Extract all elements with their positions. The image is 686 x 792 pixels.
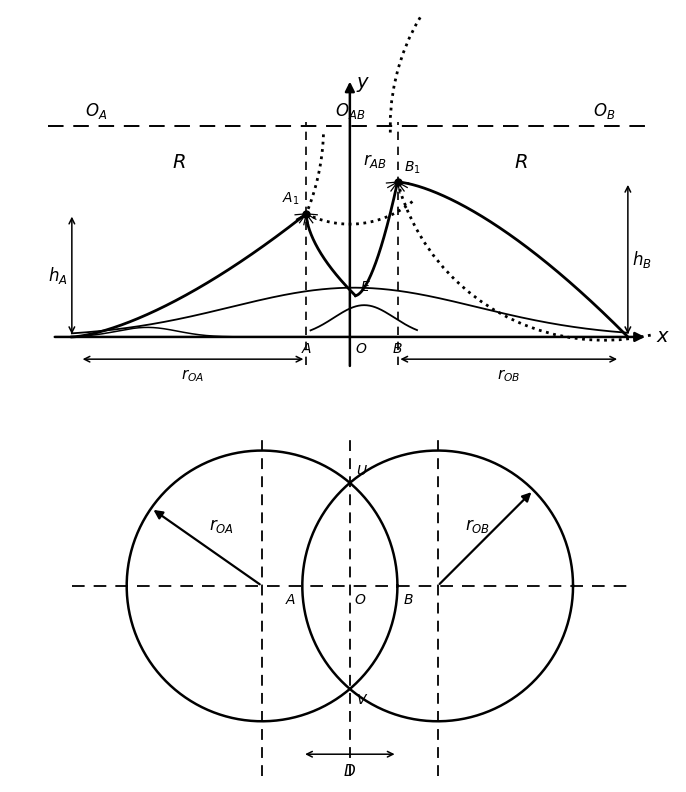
Text: $B$: $B$	[392, 341, 403, 356]
Text: $h_A$: $h_A$	[48, 265, 67, 286]
Text: $O$: $O$	[354, 593, 366, 607]
Text: $D$: $D$	[344, 763, 356, 779]
Text: $U$: $U$	[356, 464, 368, 478]
Text: $R$: $R$	[514, 153, 528, 172]
Text: $r_{OB}$: $r_{OB}$	[497, 367, 521, 384]
Text: $O$: $O$	[355, 341, 367, 356]
Text: $A$: $A$	[285, 593, 296, 607]
Text: $A$: $A$	[300, 341, 312, 356]
Text: $V$: $V$	[356, 693, 368, 707]
Text: $B_1$: $B_1$	[404, 159, 421, 176]
Text: $E$: $E$	[360, 280, 371, 294]
Text: $O_B$: $O_B$	[593, 101, 615, 121]
Text: $R$: $R$	[172, 153, 186, 172]
Text: $r_{OB}$: $r_{OB}$	[465, 517, 490, 535]
Text: $h_B$: $h_B$	[632, 249, 652, 270]
Text: $r_{OA}$: $r_{OA}$	[181, 367, 204, 384]
Text: $B$: $B$	[403, 593, 414, 607]
Text: $r_{AB}$: $r_{AB}$	[364, 151, 388, 169]
Text: $O_{AB}$: $O_{AB}$	[335, 101, 365, 121]
Text: $O_A$: $O_A$	[84, 101, 107, 121]
Text: $r_{OA}$: $r_{OA}$	[209, 517, 235, 535]
Text: $A_1$: $A_1$	[283, 191, 300, 208]
Text: $x$: $x$	[656, 327, 670, 346]
Text: $y$: $y$	[356, 74, 370, 93]
